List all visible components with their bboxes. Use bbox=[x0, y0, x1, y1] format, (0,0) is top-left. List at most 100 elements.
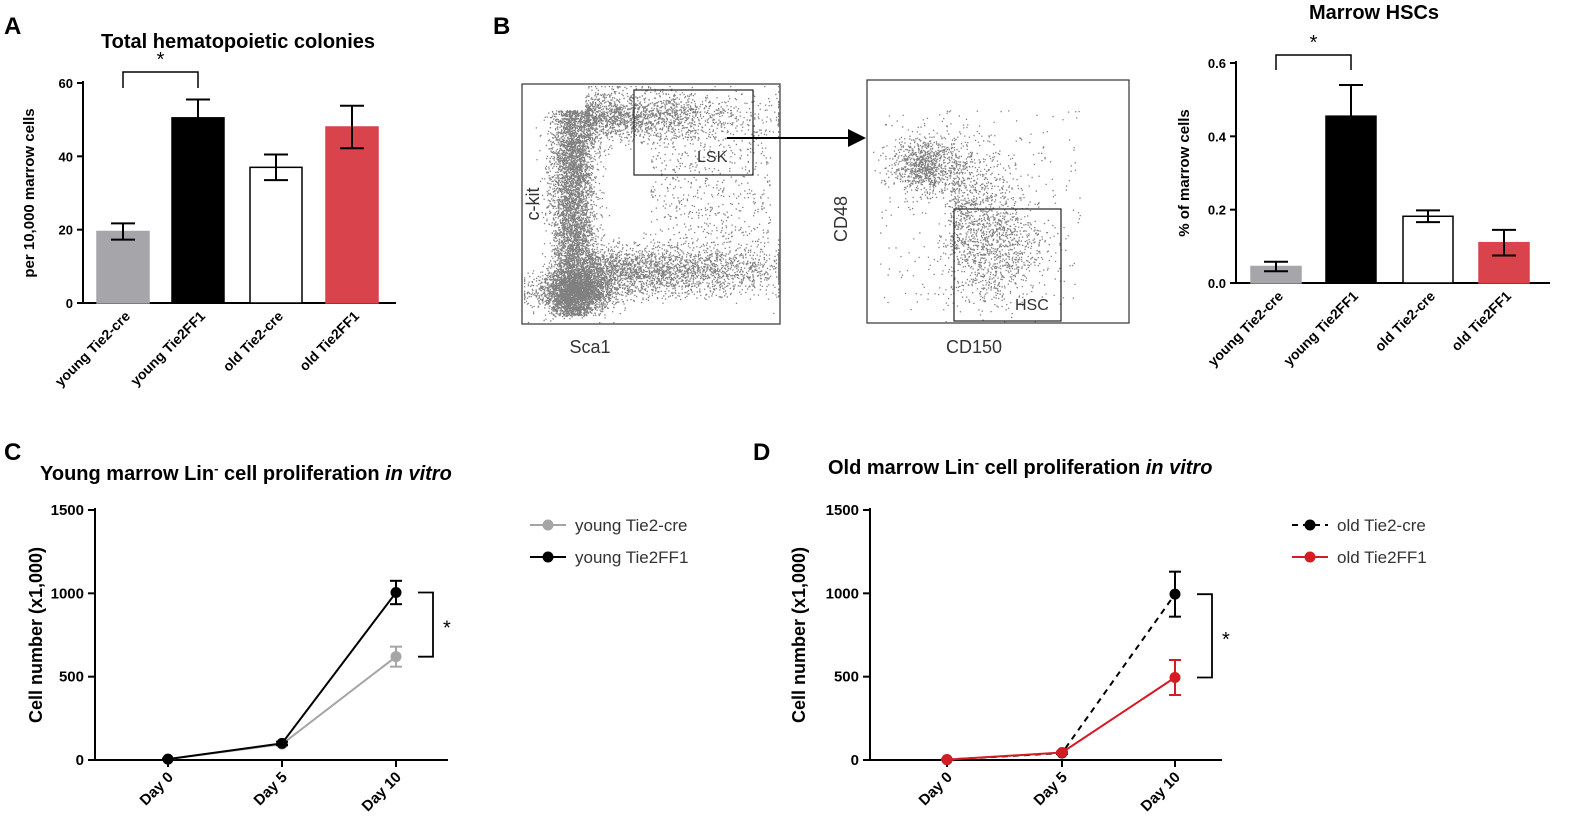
legend-marker bbox=[542, 519, 554, 531]
chart-d-old-proliferation: Old marrow Lin- cell proliferation in vi… bbox=[789, 455, 1427, 815]
significance-star: * bbox=[1222, 629, 1230, 651]
y-tick-label: 0 bbox=[851, 752, 859, 769]
data-point bbox=[1169, 588, 1181, 600]
data-point bbox=[941, 754, 953, 766]
y-tick-label: 0.2 bbox=[1208, 203, 1226, 218]
x-tick-label: Day 10 bbox=[359, 769, 405, 815]
hsc-gate bbox=[953, 208, 1062, 322]
gating-arrow-head bbox=[848, 129, 866, 147]
y-tick-label: 500 bbox=[59, 669, 84, 686]
chart-title-middle: cell proliferation bbox=[979, 457, 1146, 479]
significance-star: * bbox=[157, 49, 165, 71]
category-label: old Tie2FF1 bbox=[296, 308, 362, 374]
series-line bbox=[167, 591, 397, 761]
category-label: old Tie2FF1 bbox=[1448, 288, 1514, 354]
hsc-gate-label: HSC bbox=[1015, 297, 1049, 314]
category-label: young Tie2-cre bbox=[1205, 288, 1287, 370]
flow-plot-2-ylabel: CD48 bbox=[831, 196, 851, 242]
x-tick-label: Day 0 bbox=[137, 769, 177, 809]
data-point bbox=[390, 587, 402, 598]
flow-plot-2-events bbox=[873, 110, 1081, 323]
flow-plot-1-events bbox=[524, 86, 780, 324]
data-point bbox=[162, 753, 174, 765]
y-tick-label: 500 bbox=[834, 669, 859, 686]
chart-title-middle: cell proliferation bbox=[218, 463, 385, 485]
legend-label: young Tie2FF1 bbox=[575, 548, 688, 567]
y-tick-label: 1500 bbox=[51, 502, 84, 519]
y-tick-label: 0.0 bbox=[1208, 276, 1226, 291]
chart-c-young-proliferation: Young marrow Lin- cell proliferation in … bbox=[26, 461, 688, 815]
significance-star: * bbox=[443, 618, 451, 640]
significance-bracket bbox=[122, 71, 199, 88]
y-tick-label: 1500 bbox=[826, 502, 859, 519]
bar bbox=[1402, 215, 1454, 284]
y-axis-label: % of marrow cells bbox=[1176, 109, 1193, 237]
bar bbox=[171, 117, 225, 304]
y-axis-label: Cell number (x1,000) bbox=[26, 547, 46, 723]
x-tick-label: Day 5 bbox=[1031, 769, 1071, 809]
chart-title-superscript: - bbox=[975, 455, 979, 470]
chart-title: Young marrow Lin- cell proliferation in … bbox=[40, 461, 452, 485]
chart-title-italic: in vitro bbox=[1146, 457, 1213, 479]
significance-star: * bbox=[1310, 32, 1318, 54]
flow-plot-2-xlabel: CD150 bbox=[946, 337, 1002, 357]
x-tick-label: Day 10 bbox=[1138, 769, 1184, 815]
scatter-events bbox=[524, 86, 780, 324]
panel-letter-b: B bbox=[493, 13, 510, 40]
flow-plot-1-frame bbox=[521, 83, 781, 325]
significance-bracket bbox=[1275, 54, 1352, 70]
x-tick-label: Day 0 bbox=[916, 769, 956, 809]
significance-bracket bbox=[1197, 593, 1213, 679]
y-tick-label: 0.4 bbox=[1208, 129, 1227, 144]
bar bbox=[325, 126, 379, 304]
panel-letter-a: A bbox=[4, 13, 21, 40]
category-label: young Tie2FF1 bbox=[1280, 288, 1361, 369]
bar bbox=[96, 230, 150, 304]
y-tick-label: 1000 bbox=[51, 585, 84, 602]
y-tick-label: 40 bbox=[59, 149, 73, 164]
category-label: old Tie2-cre bbox=[1371, 288, 1438, 355]
legend-marker bbox=[1304, 519, 1316, 531]
data-point bbox=[276, 737, 288, 749]
category-label: old Tie2-cre bbox=[219, 308, 286, 375]
significance-bracket bbox=[418, 591, 434, 658]
data-point bbox=[1056, 747, 1068, 758]
flow-plot-1-xlabel: Sca1 bbox=[569, 337, 610, 357]
series-line bbox=[946, 593, 1176, 761]
chart-title: Marrow HSCs bbox=[1309, 2, 1439, 24]
chart-title: Old marrow Lin- cell proliferation in vi… bbox=[828, 455, 1212, 479]
chart-title-superscript: - bbox=[214, 461, 218, 476]
y-axis-label: Cell number (x1,000) bbox=[789, 547, 809, 723]
lsk-gate bbox=[633, 89, 754, 176]
chart-a-colonies: Total hematopoietic colonies 0 20 40 60 per 1… bbox=[21, 31, 396, 389]
category-label: young Tie2-cre bbox=[52, 308, 134, 390]
y-tick-label: 20 bbox=[59, 223, 73, 238]
x-tick-label: Day 5 bbox=[251, 769, 291, 809]
legend-marker bbox=[1304, 551, 1316, 563]
y-tick-label: 0.6 bbox=[1208, 56, 1226, 71]
scatter-events bbox=[873, 110, 1081, 323]
legend-label: old Tie2-cre bbox=[1337, 516, 1426, 535]
category-label: young Tie2FF1 bbox=[127, 308, 208, 389]
y-tick-label: 60 bbox=[59, 76, 73, 91]
flow-cytometry-plots: LSK c-kit Sca1 HSC CD48 CD150 bbox=[521, 79, 1130, 357]
data-point bbox=[1169, 672, 1181, 683]
chart-title-italic: in vitro bbox=[385, 463, 452, 485]
bar bbox=[249, 166, 303, 304]
lsk-gate-label: LSK bbox=[697, 149, 728, 166]
chart-title-main: Old marrow Lin bbox=[828, 457, 975, 479]
chart-title: Total hematopoietic colonies bbox=[101, 31, 375, 53]
legend-label: young Tie2-cre bbox=[575, 516, 687, 535]
chart-b-marrow-hscs: Marrow HSCs 0.0 0.2 0.4 0.6 % of marrow cells… bbox=[1176, 2, 1550, 369]
legend-marker bbox=[542, 551, 554, 563]
panel-letter-c: C bbox=[4, 439, 21, 466]
y-tick-label: 0 bbox=[76, 752, 84, 769]
panel-letter-d: D bbox=[753, 439, 770, 466]
legend-label: old Tie2FF1 bbox=[1337, 548, 1427, 567]
flow-plot-2-frame bbox=[866, 79, 1130, 324]
y-tick-label: 0 bbox=[66, 296, 73, 311]
chart-title-main: Young marrow Lin bbox=[40, 463, 214, 485]
y-tick-label: 1000 bbox=[826, 585, 859, 602]
y-axis-label: per 10,000 marrow cells bbox=[21, 108, 38, 277]
